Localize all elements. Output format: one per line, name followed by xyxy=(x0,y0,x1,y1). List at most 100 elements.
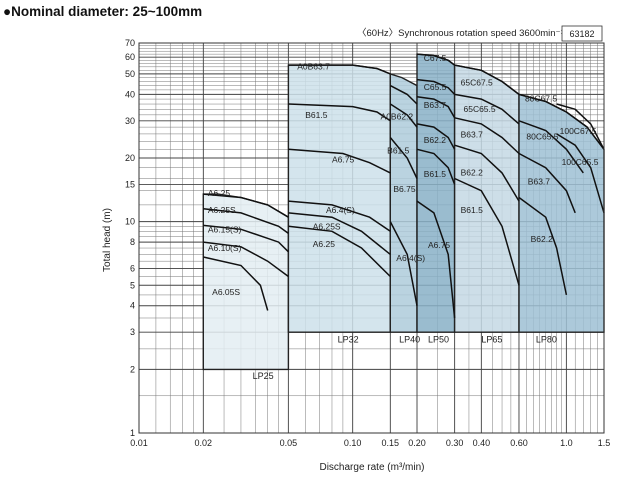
curve-label-b63-7: B63.7 xyxy=(424,100,446,110)
y-tick-label: 2 xyxy=(130,364,135,374)
curve-80c67-5 xyxy=(518,93,605,150)
curve-a6-75 xyxy=(288,148,391,174)
x-tick-label: 0.05 xyxy=(280,438,298,448)
x-tick-label: 0.01 xyxy=(130,438,148,448)
curve-labels: LP25 LP32 LP40 LP50 LP65 LP80 A6.25 A6.25S A6.15… xyxy=(208,53,599,381)
curve-label-a0b62-2: A0B62.2 xyxy=(381,111,414,121)
curve-65c65-5 xyxy=(454,93,520,125)
curve-c65-5 xyxy=(416,78,456,95)
curve-b62-2 xyxy=(454,144,520,202)
curve-65c67-5 xyxy=(454,64,520,95)
curve-a6-15-s- xyxy=(203,224,289,253)
region-label-lp40: LP40 xyxy=(399,335,420,345)
curve-label-b61-5: B61.5 xyxy=(424,169,446,179)
curve-label-b63-7: B63.7 xyxy=(461,130,483,140)
curve-b61-5 xyxy=(454,177,520,286)
curve-a0b62-2 xyxy=(389,84,418,105)
curve-label-a6-05s: A6.05S xyxy=(212,287,240,297)
chart-code-box xyxy=(561,25,603,42)
curve-label-65c67-5: 65C67.5 xyxy=(461,78,493,88)
curve-a6-10-s- xyxy=(203,241,289,278)
x-tick-label: 0.60 xyxy=(510,438,528,448)
region-lp25 xyxy=(202,193,290,371)
x-tick-label: 1.0 xyxy=(560,438,573,448)
region-label-lp32: LP32 xyxy=(338,335,359,345)
chart-code: 63182 xyxy=(569,29,594,39)
curve-label-a6-25: A6.25 xyxy=(313,239,335,249)
curve-c67-5 xyxy=(416,53,456,66)
curve-a6-4-s- xyxy=(389,221,418,306)
curve-label-a6-25s: A6.25S xyxy=(208,205,236,215)
y-tick-label: 60 xyxy=(125,52,135,62)
curve-label-a0b63-7: A0B63.7 xyxy=(297,61,330,71)
curve-label-b62-2: B62.2 xyxy=(424,135,446,145)
y-tick-label: 5 xyxy=(130,280,135,290)
x-tick-label: 0.15 xyxy=(382,438,400,448)
curve-a6-75 xyxy=(416,200,456,319)
plot-frame xyxy=(138,42,605,434)
curve-label-b63-7: B63.7 xyxy=(528,176,550,186)
y-tick-label: 8 xyxy=(130,237,135,247)
y-tick-label: 30 xyxy=(125,116,135,126)
x-axis-label: Discharge rate (m³/min) xyxy=(319,462,424,473)
region-label-lp65: LP65 xyxy=(481,335,502,345)
curve-a6-25s xyxy=(203,208,289,235)
curve-a6-25 xyxy=(203,193,289,218)
y-tick-label: 10 xyxy=(125,217,135,227)
curve-label-80c65-5: 80C65.5 xyxy=(526,131,558,141)
curve-label-b61-5: B61.5 xyxy=(305,110,327,120)
y-tick-label: 50 xyxy=(125,69,135,79)
curve-a6-25s xyxy=(288,212,391,255)
curve-label-a6-15-s-: A6.15(S) xyxy=(208,224,242,234)
curve-a0b63-7 xyxy=(288,64,391,75)
pump-curves xyxy=(203,53,605,319)
y-tick-label: 4 xyxy=(130,301,135,311)
curve-a6-05s xyxy=(203,256,269,311)
region-label-lp80: LP80 xyxy=(536,335,557,345)
curve-label-a6-4-s-: A6.4(S) xyxy=(396,253,425,263)
curve-label-100c67-5: 100C67.5 xyxy=(560,126,597,136)
curve-label-b62-2: B62.2 xyxy=(461,168,483,178)
curve-label-b61-5: B61.5 xyxy=(387,146,409,156)
pump-regions xyxy=(202,53,605,371)
x-tick-label: 0.10 xyxy=(344,438,362,448)
y-tick-label: 40 xyxy=(125,89,135,99)
curve-label-100c65-5: 100C65.5 xyxy=(562,157,599,167)
curve-100c65-5 xyxy=(556,133,605,214)
region-label-lp25: LP25 xyxy=(253,371,274,381)
curve-b61-5 xyxy=(389,103,418,128)
curve-label-c65-5: C65.5 xyxy=(424,82,447,92)
curve-label-65c65-5: 65C65.5 xyxy=(463,104,495,114)
curve-label-a6-25s: A6.25S xyxy=(313,221,341,231)
curve-b63-7 xyxy=(518,152,576,214)
x-tick-label: 1.5 xyxy=(598,438,611,448)
y-tick-label: 1 xyxy=(130,428,135,438)
curve-label-b6-75: B6.75 xyxy=(393,184,415,194)
curve-b63-7 xyxy=(416,95,456,119)
curve-b61-5 xyxy=(288,103,391,122)
curve-b62-2 xyxy=(416,123,456,150)
curve-label-c67-5: C67.5 xyxy=(424,53,447,63)
curve-100c67-5 xyxy=(556,103,605,150)
curve-b6-75 xyxy=(389,137,418,179)
curve-label-a6-10-s-: A6.10(S) xyxy=(208,243,242,253)
x-tick-label: 0.20 xyxy=(408,438,426,448)
curve-label-a6-25: A6.25 xyxy=(208,188,230,198)
x-tick-label: 0.02 xyxy=(195,438,213,448)
curve-80c65-5 xyxy=(518,120,584,174)
curve-label-b62-2: B62.2 xyxy=(531,234,553,244)
page-heading: ●Nominal diameter: 25~100mm xyxy=(3,4,203,19)
y-tick-label: 6 xyxy=(130,264,135,274)
y-tick-label: 3 xyxy=(130,327,135,337)
y-tick-label: 70 xyxy=(125,38,135,48)
y-axis-label: Total head (m) xyxy=(102,208,113,272)
region-label-lp50: LP50 xyxy=(428,335,449,345)
curve-label-a6-75: A6.75 xyxy=(428,240,450,250)
curve-label-80c67-5: 80C67.5 xyxy=(525,94,557,104)
region-lp50 xyxy=(416,53,456,333)
curve-a6-25 xyxy=(288,225,391,278)
y-tick-label: 20 xyxy=(125,153,135,163)
curve-label-a6-4-s-: A6.4(S) xyxy=(326,205,355,215)
curve-a6-4-s- xyxy=(288,200,391,232)
